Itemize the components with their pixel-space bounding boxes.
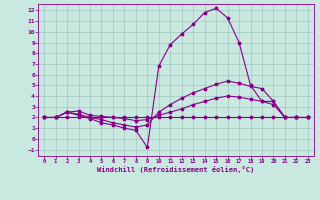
X-axis label: Windchill (Refroidissement éolien,°C): Windchill (Refroidissement éolien,°C) [97, 166, 255, 173]
